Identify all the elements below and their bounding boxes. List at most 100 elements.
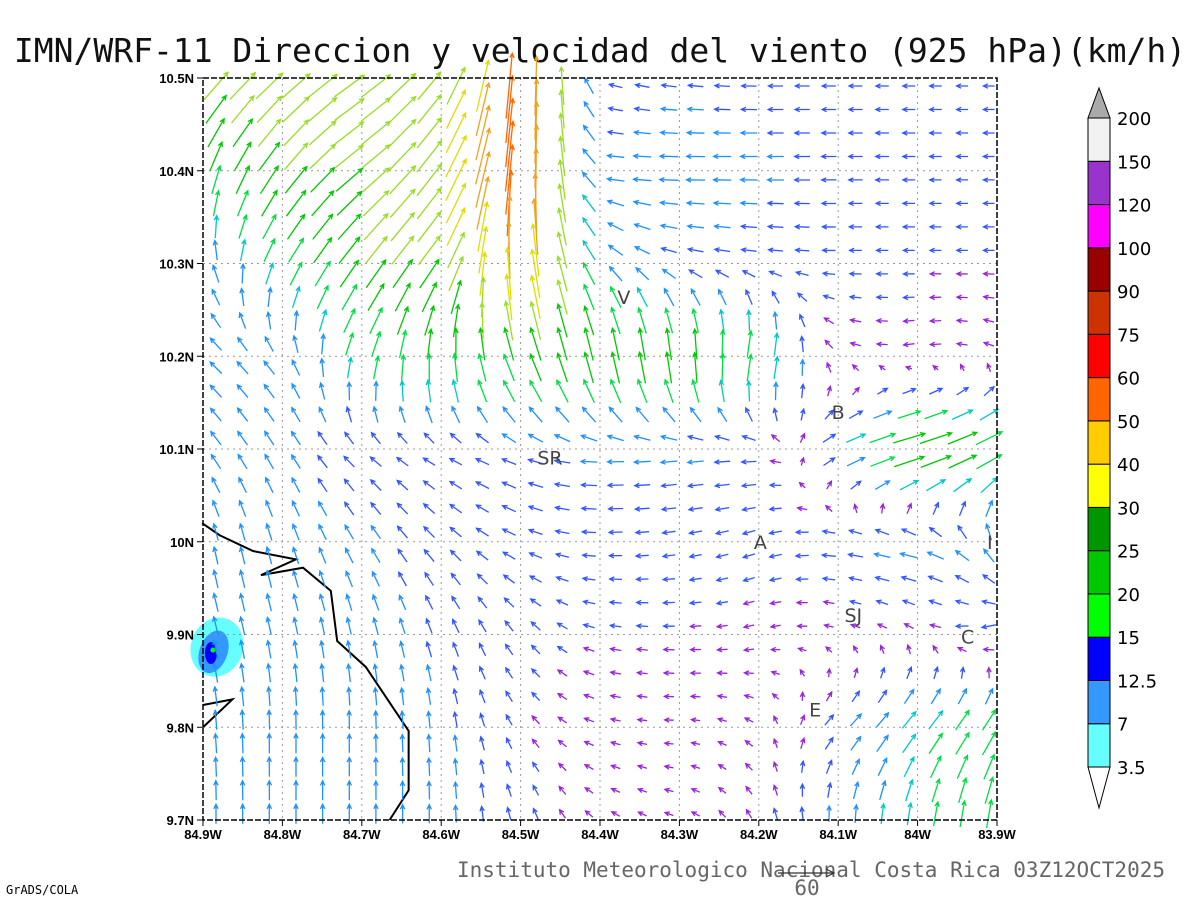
wind-arrow-shape — [504, 273, 513, 321]
wind-arrow — [504, 666, 514, 679]
wind-arrow-shape — [822, 433, 837, 443]
wind-arrow — [905, 778, 914, 802]
wind-arrow — [716, 670, 728, 676]
wind-arrow — [610, 350, 621, 384]
wind-arrow — [685, 130, 705, 136]
wind-arrow-shape — [475, 150, 491, 208]
y-tick-label: 10.3N — [159, 257, 194, 272]
wind-arrow — [928, 599, 943, 606]
wind-arrow-shape — [290, 453, 301, 469]
wind-arrow-shape — [846, 456, 866, 467]
wind-arrow — [292, 616, 299, 635]
wind-arrow-shape — [343, 307, 356, 333]
wind-arrow-shape — [875, 711, 890, 728]
wind-arrow — [448, 457, 463, 466]
wind-arrow-shape — [553, 434, 571, 443]
wind-arrow — [741, 506, 756, 512]
wind-arrow-shape — [425, 640, 433, 658]
wind-arrow — [239, 708, 246, 730]
wind-arrow-shape — [928, 153, 942, 160]
wind-arrow — [715, 646, 728, 653]
wind-arrow-shape — [873, 552, 891, 559]
wind-arrow-shape — [660, 506, 677, 512]
wind-arrow — [346, 709, 352, 730]
wind-arrow-shape — [636, 717, 648, 723]
wind-arrow — [744, 739, 754, 747]
wind-arrow — [932, 644, 939, 654]
y-tick-label: 9.9N — [167, 628, 194, 643]
wind-arrow — [847, 177, 863, 183]
wind-arrow-shape — [398, 570, 407, 587]
wind-arrow-shape — [479, 301, 485, 339]
wind-arrow — [291, 476, 301, 493]
wind-arrow — [479, 712, 486, 727]
wind-arrow — [605, 176, 625, 183]
wind-arrow — [343, 501, 355, 516]
wind-arrow — [265, 616, 272, 635]
wind-arrow-shape — [607, 82, 623, 89]
wind-arrow — [714, 269, 730, 278]
wind-arrow — [954, 599, 969, 606]
wind-arrow — [475, 432, 489, 444]
wind-arrow — [739, 153, 758, 160]
wind-arrow — [265, 522, 273, 541]
wind-arrow — [607, 106, 624, 112]
wind-arrow-shape — [718, 809, 727, 818]
wind-arrow — [416, 139, 443, 173]
wind-arrow — [633, 222, 651, 231]
wind-arrow-shape — [799, 713, 806, 725]
wind-arrow — [479, 758, 485, 775]
wind-arrow-shape — [238, 639, 246, 659]
wind-arrow — [557, 762, 567, 772]
wind-arrow — [634, 529, 650, 536]
wind-arrow — [235, 164, 250, 194]
wind-arrow-shape — [318, 592, 326, 611]
wind-arrow-shape — [343, 455, 355, 468]
wind-arrow-shape — [637, 306, 647, 334]
wind-arrow — [212, 708, 219, 730]
wind-arrow-shape — [291, 476, 301, 493]
wind-arrow-shape — [685, 130, 705, 136]
wind-arrow — [212, 685, 219, 707]
wind-arrow-shape — [291, 546, 300, 565]
wind-arrow-shape — [902, 341, 915, 348]
wind-arrow-shape — [874, 153, 889, 160]
wind-arrow — [557, 716, 568, 724]
wind-arrow — [582, 670, 595, 676]
wind-arrow — [852, 644, 859, 654]
wind-arrow — [660, 506, 677, 512]
wind-arrow — [870, 456, 896, 467]
wind-arrow — [389, 164, 417, 195]
wind-arrow — [556, 692, 568, 701]
wind-arrow-shape — [660, 246, 677, 254]
wind-arrow — [610, 326, 620, 361]
wind-arrow — [661, 529, 676, 536]
wind-arrow-shape — [635, 670, 648, 676]
wind-arrow-shape — [288, 237, 305, 263]
wind-arrow — [292, 662, 299, 683]
wind-arrow — [928, 526, 943, 538]
wind-arrow-shape — [373, 779, 379, 800]
wind-arrow — [766, 177, 784, 183]
wind-arrow-shape — [767, 83, 783, 89]
wind-arrow — [390, 211, 416, 242]
wind-arrow — [767, 83, 783, 89]
wind-arrow-shape — [717, 740, 727, 747]
wind-arrow-shape — [417, 93, 442, 125]
wind-arrow-shape — [579, 458, 598, 465]
wind-arrow — [768, 270, 783, 277]
wind-arrow — [373, 779, 379, 800]
wind-arrow-shape — [742, 670, 754, 676]
wind-arrow — [211, 164, 222, 194]
wind-arrow — [958, 500, 967, 516]
wind-arrow-shape — [847, 153, 863, 160]
wind-arrow — [239, 755, 246, 777]
wind-arrow — [317, 430, 328, 445]
wind-arrow-shape — [346, 356, 354, 379]
colorbar-box — [1087, 550, 1111, 595]
wind-arrow-shape — [372, 686, 379, 706]
wind-arrow — [527, 458, 544, 465]
wind-arrow-shape — [504, 643, 514, 656]
colorbar-box — [1087, 420, 1111, 465]
wind-arrow-shape — [266, 685, 272, 706]
